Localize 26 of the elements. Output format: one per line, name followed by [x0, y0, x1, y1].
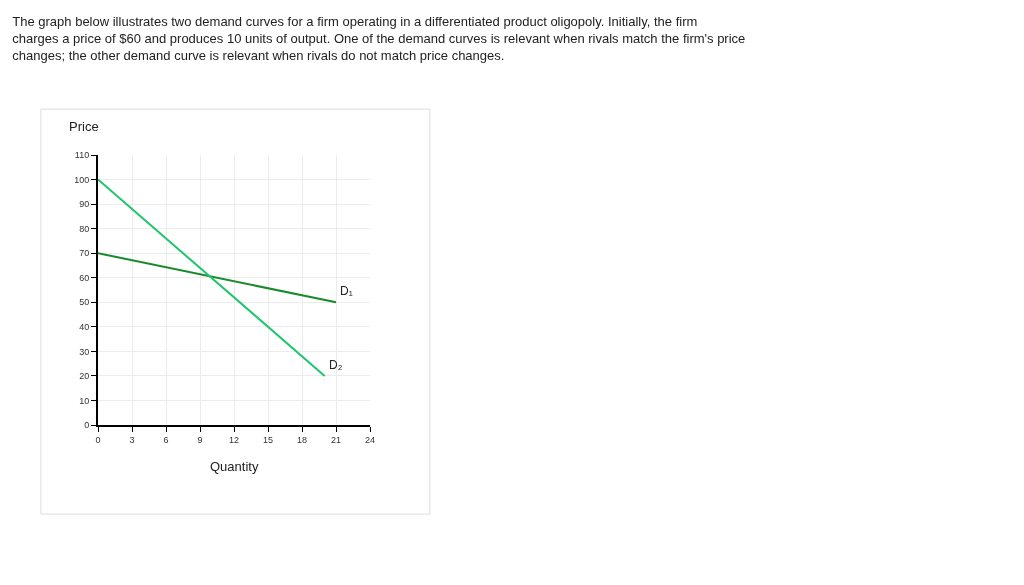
x-tick-label: 15 — [262, 434, 274, 445]
y-tick-label: 90 — [79, 199, 90, 210]
x-tick-label: 9 — [197, 434, 203, 445]
x-axis-title: Quantity — [210, 459, 259, 474]
x-tick-label: 18 — [296, 434, 308, 445]
y-axis-title: Price — [69, 119, 99, 134]
y-tick-label: 50 — [79, 297, 90, 308]
x-tick-label: 21 — [330, 434, 342, 445]
y-tick-label: 110 — [74, 150, 90, 161]
y-tick-label: 70 — [79, 248, 90, 259]
x-tick-label: 24 — [364, 434, 376, 445]
y-tick-label: 80 — [79, 223, 90, 234]
y-tick-label: 0 — [84, 420, 90, 431]
series-label: D₂ — [329, 358, 343, 372]
x-tick-label: 12 — [228, 434, 240, 445]
chart-title: The graph below illustrates two demand curves for a firm operating in a differentiated product oligopoly. Initially, the firm charges a price of $60 and produces 10 units of output. One of the demand curves is relevant when rivals match the firm's price changes; the other demand curve is relevant when rivals do not match price changes. — [12, 14, 746, 64]
y-tick-label: 30 — [79, 346, 90, 357]
y-tick-label: 60 — [79, 272, 90, 283]
y-tick-label: 20 — [79, 371, 90, 382]
series-label: D₁ — [340, 284, 353, 298]
y-tick-label: 40 — [79, 321, 90, 332]
x-tick-label: 6 — [163, 434, 169, 445]
x-tick-label: 0 — [95, 434, 101, 445]
y-tick-label: 10 — [79, 395, 90, 406]
x-tick-label: 3 — [129, 434, 135, 445]
y-tick-label: 100 — [74, 174, 90, 185]
